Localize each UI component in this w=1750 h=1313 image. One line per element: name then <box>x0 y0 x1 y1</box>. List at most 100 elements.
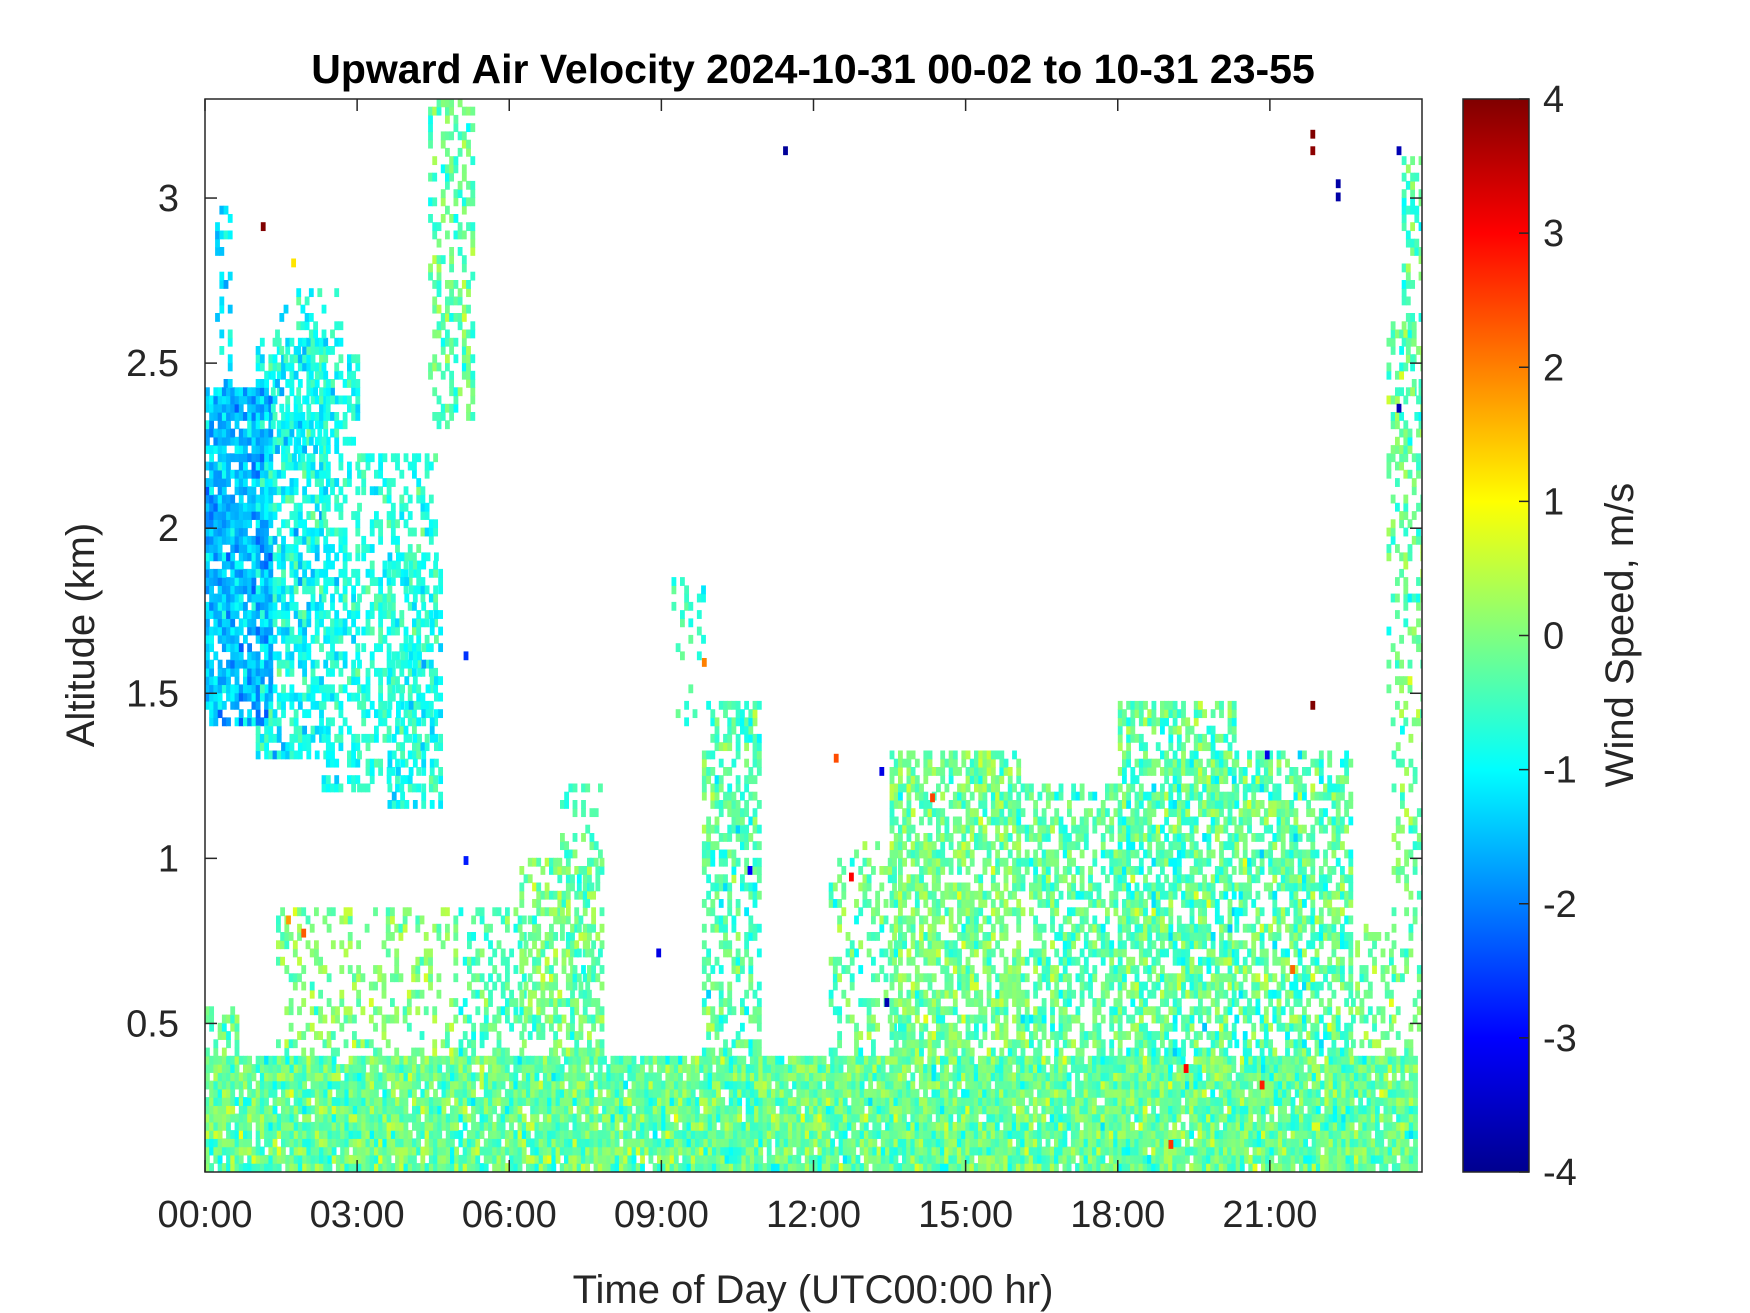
heatmap-cell <box>956 1097 962 1106</box>
heatmap-cell <box>817 1154 823 1164</box>
heatmap-cell <box>297 519 303 529</box>
heatmap-cell <box>321 692 327 702</box>
heatmap-cell <box>830 1121 836 1131</box>
heatmap-cell <box>1273 1080 1279 1090</box>
heatmap-cell <box>289 750 295 760</box>
heatmap-cell <box>859 1072 865 1082</box>
heatmap-cell <box>1379 1072 1385 1082</box>
heatmap-cell <box>838 1097 844 1106</box>
heatmap-cell <box>918 1105 924 1115</box>
heatmap-cell <box>471 1072 476 1082</box>
heatmap-cell <box>927 1113 933 1123</box>
heatmap-cell <box>1370 1055 1376 1065</box>
heatmap-cell <box>990 1113 996 1123</box>
heatmap-cell <box>585 1080 591 1090</box>
heatmap-cell <box>1223 1088 1228 1098</box>
heatmap-cell <box>809 1154 814 1164</box>
heatmap-cell <box>319 354 324 364</box>
heatmap-cell <box>382 1105 388 1115</box>
heatmap-cell <box>914 1097 920 1106</box>
heatmap-cell <box>1231 1113 1237 1123</box>
heatmap-cell <box>1142 1138 1148 1148</box>
heatmap-cell <box>678 1088 683 1098</box>
heatmap-cell <box>555 1055 561 1065</box>
heatmap-cell <box>420 1130 426 1139</box>
heatmap-cell <box>306 709 312 719</box>
heatmap-cell <box>880 1088 886 1098</box>
heatmap-cell <box>310 428 316 438</box>
heatmap-cell <box>306 428 312 438</box>
heatmap-cell <box>255 742 261 752</box>
heatmap-cell <box>673 1055 679 1065</box>
heatmap-cell <box>1189 1072 1195 1082</box>
heatmap-cell <box>1248 1121 1254 1131</box>
heatmap-cell <box>331 1113 337 1123</box>
heatmap-cell <box>644 1130 650 1139</box>
heatmap-cell <box>1087 1097 1093 1106</box>
heatmap-cell <box>1332 1072 1338 1082</box>
heatmap-cell <box>264 659 269 669</box>
heatmap-cell <box>1172 1146 1178 1156</box>
heatmap-cell <box>1142 1064 1148 1073</box>
heatmap-cell <box>1315 1072 1321 1082</box>
heatmap-cell <box>1193 1146 1199 1156</box>
heatmap-cell <box>889 1163 895 1172</box>
heatmap-cell <box>1294 1064 1300 1073</box>
heatmap-cell <box>800 1097 806 1106</box>
heatmap-cell <box>412 1138 417 1148</box>
heatmap-cell <box>961 1072 966 1082</box>
heatmap-cell <box>226 626 231 636</box>
heatmap-cell <box>416 1163 422 1172</box>
heatmap-cell <box>897 1163 903 1172</box>
heatmap-cell <box>272 478 278 487</box>
heatmap-cell <box>310 346 316 355</box>
heatmap-cell <box>1016 1055 1021 1065</box>
heatmap-cell <box>1163 1113 1169 1123</box>
heatmap-cell <box>285 403 291 413</box>
heatmap-cell <box>876 1163 882 1172</box>
heatmap-cell <box>1320 1113 1325 1123</box>
heatmap-cell <box>221 1105 227 1115</box>
heatmap-cell <box>330 593 335 603</box>
heatmap-cell <box>1151 1105 1157 1115</box>
heatmap-cell <box>564 1072 569 1082</box>
heatmap-cell <box>209 1113 215 1123</box>
heatmap-cell <box>982 1138 988 1148</box>
heatmap-cell <box>526 1138 531 1148</box>
heatmap-cell <box>1261 1097 1266 1106</box>
heatmap-cell <box>851 1080 857 1090</box>
heatmap-cell <box>593 1130 599 1139</box>
heatmap-cell <box>923 1088 928 1098</box>
heatmap-cell <box>754 1163 759 1172</box>
heatmap-cell <box>796 1055 802 1065</box>
heatmap-cell <box>319 601 324 611</box>
heatmap-cell <box>268 634 274 644</box>
heatmap-cell <box>1079 1064 1085 1073</box>
heatmap-cell <box>334 758 340 768</box>
heatmap-cell <box>310 1088 316 1098</box>
heatmap-cell <box>1282 1163 1287 1172</box>
heatmap-cell <box>1332 1097 1338 1106</box>
heatmap-cell <box>834 1154 840 1164</box>
heatmap-cell <box>314 577 320 586</box>
heatmap-cell <box>243 478 248 487</box>
heatmap-cell <box>699 1080 705 1090</box>
heatmap-cell <box>319 412 324 421</box>
heatmap-cell <box>306 478 312 487</box>
heatmap-cell <box>775 1154 781 1164</box>
heatmap-cell <box>555 1064 561 1073</box>
heatmap-cell <box>289 494 295 504</box>
heatmap-cell <box>276 733 282 743</box>
heatmap-cell <box>534 1130 540 1139</box>
heatmap-cell <box>369 1080 375 1090</box>
heatmap-cell <box>652 1080 658 1090</box>
heatmap-cell <box>619 1055 624 1065</box>
heatmap-cell <box>297 354 303 364</box>
heatmap-cell <box>821 1064 827 1073</box>
heatmap-cell <box>230 643 236 653</box>
heatmap-cell <box>923 1146 928 1156</box>
heatmap-cell <box>521 1064 527 1073</box>
heatmap-cell <box>1062 1154 1068 1164</box>
heatmap-cell <box>1147 1097 1152 1106</box>
heatmap-cell <box>283 354 289 364</box>
